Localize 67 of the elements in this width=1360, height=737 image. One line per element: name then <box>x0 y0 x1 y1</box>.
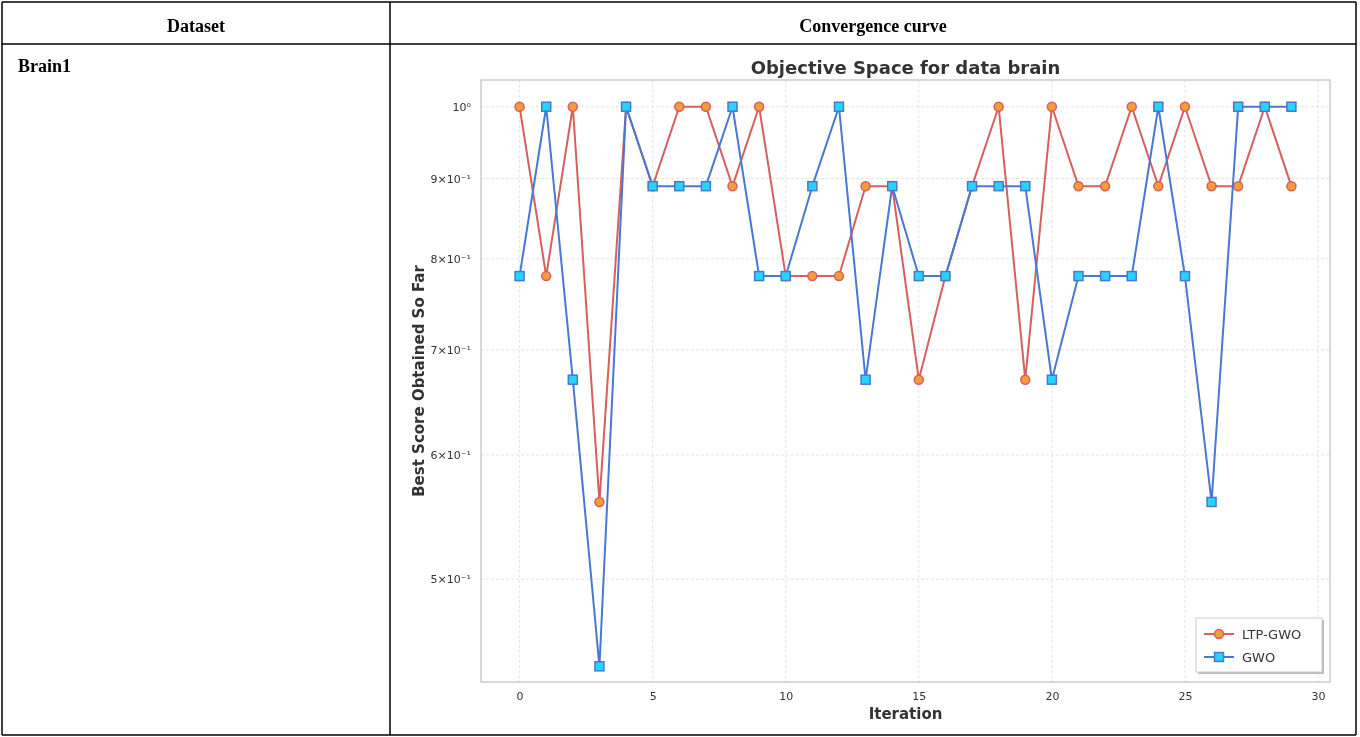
point <box>993 101 1004 112</box>
point <box>1073 180 1084 192</box>
point <box>1286 101 1297 112</box>
point <box>567 374 579 385</box>
point <box>753 101 765 112</box>
text: Brain1 <box>18 56 72 76</box>
x-tick-label: 10 <box>779 689 794 703</box>
point <box>727 180 738 192</box>
point <box>807 270 818 282</box>
point <box>1126 101 1137 112</box>
point <box>1206 496 1217 508</box>
point <box>1179 270 1191 282</box>
point <box>1099 270 1111 282</box>
point <box>727 101 738 112</box>
y-tick-label: 5×10⁻¹ <box>430 573 471 587</box>
y-tick-label: 8×10⁻¹ <box>430 252 471 266</box>
point <box>1099 180 1111 192</box>
x-tick-label: 25 <box>1178 689 1193 703</box>
x-tick-label: 0 <box>516 689 524 703</box>
point <box>993 180 1004 192</box>
point <box>1232 180 1244 192</box>
point <box>1153 101 1164 112</box>
point <box>1286 180 1297 192</box>
point <box>1046 374 1058 385</box>
point <box>540 101 552 112</box>
point <box>1020 180 1031 192</box>
text: Convergence curve <box>799 16 947 36</box>
point <box>674 101 685 112</box>
point <box>860 180 871 192</box>
y-tick-label: 10⁰ <box>452 100 472 114</box>
point <box>1073 270 1084 282</box>
point <box>1153 180 1164 192</box>
point <box>1046 101 1058 112</box>
point <box>1020 374 1031 385</box>
legend-label: GWO <box>1242 650 1276 665</box>
point <box>514 270 525 282</box>
point <box>1206 180 1217 192</box>
y-tick-label: 9×10⁻¹ <box>430 172 471 186</box>
point <box>807 180 818 192</box>
point <box>594 496 605 508</box>
point <box>1179 101 1191 112</box>
point <box>674 180 685 192</box>
point <box>1126 270 1137 282</box>
point <box>700 180 712 192</box>
point <box>540 270 552 282</box>
point <box>700 101 712 112</box>
x-tick-label: 20 <box>1045 689 1060 703</box>
y-axis-title: Best Score Obtained So Far <box>410 264 428 497</box>
x-tick-label: 15 <box>912 689 927 703</box>
y-tick-label: 6×10⁻¹ <box>430 448 471 462</box>
point <box>514 101 525 112</box>
point <box>913 270 925 282</box>
point <box>833 270 845 282</box>
point <box>753 270 765 282</box>
x-axis-title: Iteration <box>868 705 943 723</box>
legend-label: LTP-GWO <box>1242 627 1302 642</box>
point <box>833 101 845 112</box>
point <box>913 374 925 385</box>
point <box>567 101 579 112</box>
chart-title: Objective Space for data brain <box>750 57 1061 78</box>
y-tick-label: 7×10⁻¹ <box>430 343 471 357</box>
point <box>594 661 605 672</box>
text: Dataset <box>167 16 225 36</box>
x-tick-label: 5 <box>649 689 657 703</box>
point <box>1232 101 1244 112</box>
point <box>860 374 871 385</box>
x-tick-label: 30 <box>1311 689 1326 703</box>
